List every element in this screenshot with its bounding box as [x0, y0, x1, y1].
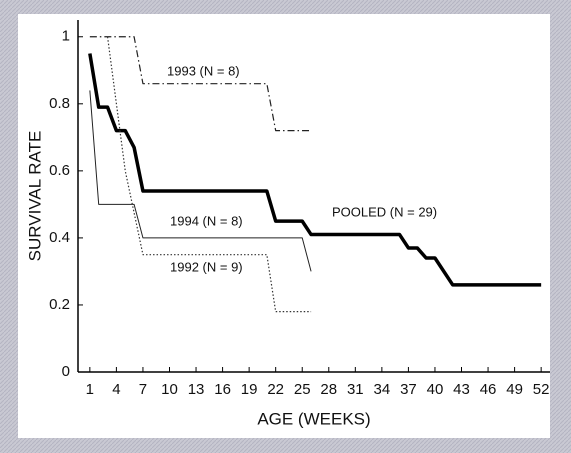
x-tick-label: 10	[161, 381, 178, 398]
x-tick-label: 4	[112, 381, 120, 398]
y-tick-label: 0.4	[49, 229, 70, 246]
x-tick-label: 34	[374, 381, 391, 398]
series-label: 1992 (N = 9)	[170, 259, 243, 274]
x-tick-label: 46	[480, 381, 497, 398]
survival-line	[88, 53, 542, 287]
x-axis-title: AGE (WEEKS)	[257, 409, 370, 428]
y-tick-label: 0.8	[49, 95, 70, 112]
y-tick-label: 0.6	[49, 162, 70, 179]
x-tick-label: 43	[453, 381, 470, 398]
x-tick-label: 13	[188, 381, 205, 398]
survival-line	[106, 36, 312, 313]
x-tick-label: 7	[139, 381, 147, 398]
series-label: 1993 (N = 8)	[167, 63, 240, 78]
panel	[18, 14, 550, 438]
y-tick-label: 0.2	[49, 296, 70, 313]
x-tick-label: 31	[347, 381, 364, 398]
x-tick-label: 25	[294, 381, 311, 398]
y-tick-label: 0	[62, 363, 70, 380]
x-tick-label: 19	[241, 381, 258, 398]
y-tick-label: 1	[62, 28, 70, 45]
x-tick-label: 37	[400, 381, 417, 398]
y-axis-title: SURVIVAL RATE	[25, 131, 44, 262]
x-tick-label: 49	[506, 381, 523, 398]
x-tick-label: 52	[533, 381, 550, 398]
x-tick-label: 1	[86, 381, 94, 398]
series-label: POOLED (N = 29)	[332, 204, 437, 219]
x-tick-label: 22	[267, 381, 284, 398]
x-tick-label: 40	[427, 381, 444, 398]
survival-line	[89, 90, 312, 272]
x-tick-label: 28	[320, 381, 337, 398]
x-tick-label: 16	[214, 381, 231, 398]
series-label: 1994 (N = 8)	[170, 213, 243, 228]
